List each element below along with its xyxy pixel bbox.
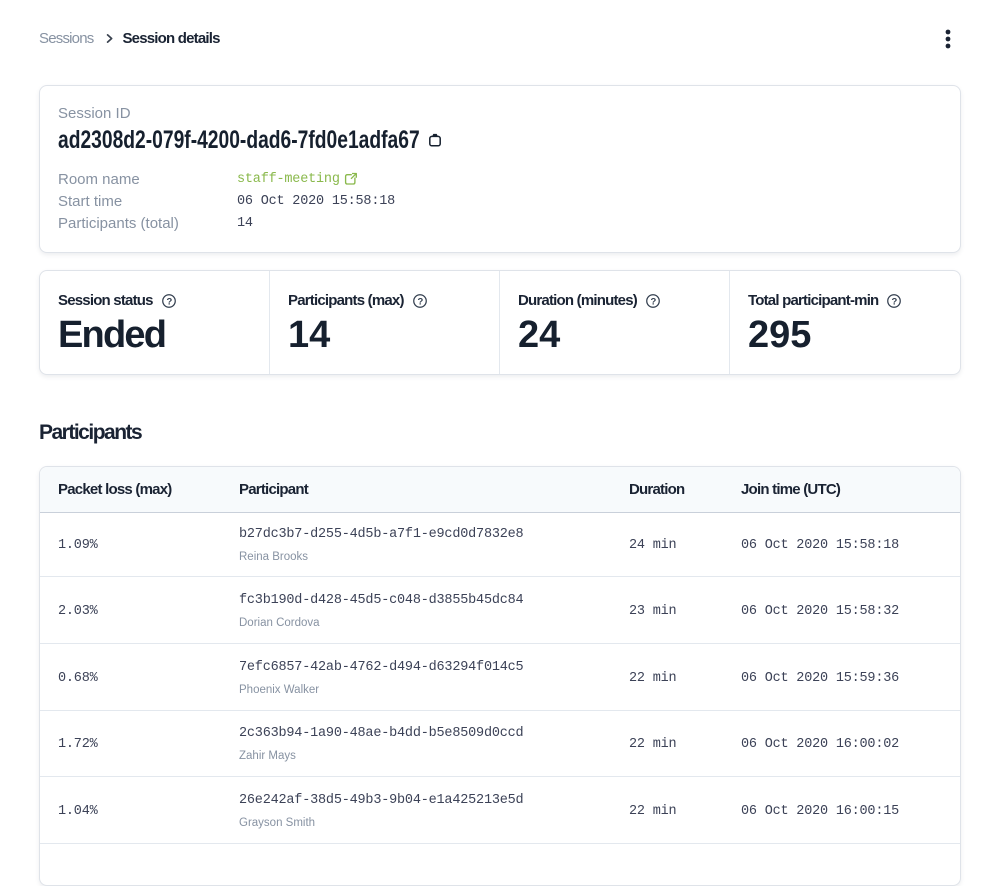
svg-text:?: ?	[892, 296, 898, 307]
svg-text:?: ?	[417, 296, 423, 307]
svg-text:?: ?	[166, 296, 172, 307]
svg-text:?: ?	[650, 296, 656, 307]
